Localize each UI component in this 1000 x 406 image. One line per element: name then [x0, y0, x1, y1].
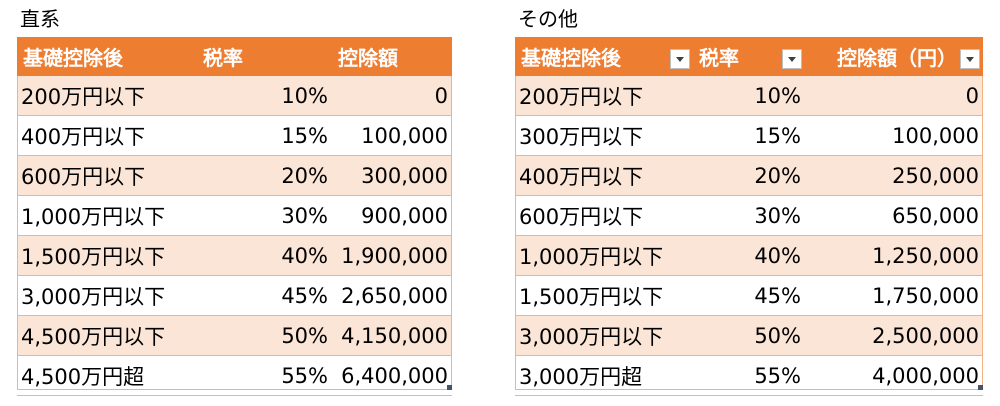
cell-rate[interactable]: 15% [693, 115, 805, 156]
cell-bracket[interactable]: 1,000万円以下 [17, 195, 197, 236]
left-table-resize-handle[interactable] [447, 385, 452, 390]
cell-deduction[interactable]: 1,250,000 [805, 235, 983, 276]
cell-rate[interactable]: 30% [197, 195, 332, 236]
cell-deduction[interactable]: 2,650,000 [332, 275, 452, 316]
cell-rate[interactable]: 20% [197, 155, 332, 196]
filter-dropdown-icon[interactable] [670, 49, 690, 69]
cell-rate[interactable]: 45% [693, 275, 805, 316]
right-header-deduction[interactable]: 控除額（円） [805, 37, 983, 76]
table-row: 600万円以下 30% 650,000 [515, 195, 983, 236]
cell-deduction[interactable]: 650,000 [805, 195, 983, 236]
cell-deduction[interactable]: 300,000 [332, 155, 452, 196]
table-row: 1,500万円以下 40% 1,900,000 [17, 235, 452, 276]
cell-deduction[interactable]: 0 [332, 76, 452, 116]
filter-dropdown-icon[interactable] [960, 49, 980, 69]
cell-deduction[interactable]: 2,500,000 [805, 315, 983, 356]
cell-bracket[interactable]: 3,000万円超 [515, 355, 693, 396]
table-row: 1,000万円以下 40% 1,250,000 [515, 235, 983, 276]
left-header-rate[interactable]: 税率 [197, 37, 332, 76]
cell-rate[interactable]: 45% [197, 275, 332, 316]
table-row: 1,500万円以下 45% 1,750,000 [515, 275, 983, 316]
right-table-resize-handle[interactable] [978, 385, 983, 390]
right-table-title: その他 [518, 7, 578, 31]
table-row: 4,500万円超 55% 6,400,000 [17, 355, 452, 396]
table-row: 1,000万円以下 30% 900,000 [17, 195, 452, 236]
right-header-base-label: 基礎控除後 [521, 46, 621, 70]
right-header-deduction-label: 控除額（円） [837, 46, 957, 70]
cell-bracket[interactable]: 400万円以下 [17, 115, 197, 156]
left-header-base[interactable]: 基礎控除後 [17, 37, 197, 76]
table-row: 200万円以下 10% 0 [515, 76, 983, 116]
cell-rate[interactable]: 10% [197, 76, 332, 116]
cell-deduction[interactable]: 250,000 [805, 155, 983, 196]
right-tax-table: 基礎控除後 税率 控除額（円） 200万円以下 10% 0 30 [515, 37, 983, 396]
cell-deduction[interactable]: 100,000 [332, 115, 452, 156]
left-header-row: 基礎控除後 税率 控除額 [17, 37, 452, 76]
cell-rate[interactable]: 20% [693, 155, 805, 196]
cell-bracket[interactable]: 600万円以下 [515, 195, 693, 236]
cell-rate[interactable]: 55% [197, 355, 332, 396]
right-header-row: 基礎控除後 税率 控除額（円） [515, 37, 983, 76]
cell-bracket[interactable]: 200万円以下 [515, 76, 693, 116]
cell-deduction[interactable]: 4,000,000 [805, 355, 983, 396]
table-row: 200万円以下 10% 0 [17, 76, 452, 116]
cell-bracket[interactable]: 200万円以下 [17, 76, 197, 116]
cell-rate[interactable]: 50% [693, 315, 805, 356]
cell-deduction[interactable]: 900,000 [332, 195, 452, 236]
table-row: 400万円以下 20% 250,000 [515, 155, 983, 196]
cell-bracket[interactable]: 600万円以下 [17, 155, 197, 196]
cell-rate[interactable]: 40% [693, 235, 805, 276]
cell-deduction[interactable]: 100,000 [805, 115, 983, 156]
cell-bracket[interactable]: 1,500万円以下 [17, 235, 197, 276]
table-row: 4,500万円以下 50% 4,150,000 [17, 315, 452, 356]
cell-bracket[interactable]: 1,000万円以下 [515, 235, 693, 276]
cell-bracket[interactable]: 300万円以下 [515, 115, 693, 156]
cell-rate[interactable]: 55% [693, 355, 805, 396]
right-header-rate[interactable]: 税率 [693, 37, 805, 76]
cell-deduction[interactable]: 1,900,000 [332, 235, 452, 276]
cell-deduction[interactable]: 0 [805, 76, 983, 116]
right-header-base[interactable]: 基礎控除後 [515, 37, 693, 76]
left-tax-table: 基礎控除後 税率 控除額 200万円以下 10% 0 400万円以下 15% 1… [17, 37, 452, 396]
cell-rate[interactable]: 40% [197, 235, 332, 276]
table-row: 3,000万円超 55% 4,000,000 [515, 355, 983, 396]
cell-rate[interactable]: 30% [693, 195, 805, 236]
table-row: 400万円以下 15% 100,000 [17, 115, 452, 156]
cell-rate[interactable]: 15% [197, 115, 332, 156]
filter-dropdown-icon[interactable] [782, 49, 802, 69]
left-table-title: 直系 [20, 7, 60, 31]
cell-bracket[interactable]: 3,000万円以下 [515, 315, 693, 356]
table-row: 3,000万円以下 45% 2,650,000 [17, 275, 452, 316]
cell-rate[interactable]: 50% [197, 315, 332, 356]
cell-bracket[interactable]: 400万円以下 [515, 155, 693, 196]
cell-bracket[interactable]: 3,000万円以下 [17, 275, 197, 316]
cell-deduction[interactable]: 6,400,000 [332, 355, 452, 396]
cell-deduction[interactable]: 1,750,000 [805, 275, 983, 316]
table-row: 3,000万円以下 50% 2,500,000 [515, 315, 983, 356]
cell-bracket[interactable]: 1,500万円以下 [515, 275, 693, 316]
table-row: 300万円以下 15% 100,000 [515, 115, 983, 156]
left-header-deduction[interactable]: 控除額 [332, 37, 452, 76]
right-header-rate-label: 税率 [699, 46, 739, 70]
cell-bracket[interactable]: 4,500万円超 [17, 355, 197, 396]
cell-rate[interactable]: 10% [693, 76, 805, 116]
table-row: 600万円以下 20% 300,000 [17, 155, 452, 196]
cell-bracket[interactable]: 4,500万円以下 [17, 315, 197, 356]
cell-deduction[interactable]: 4,150,000 [332, 315, 452, 356]
